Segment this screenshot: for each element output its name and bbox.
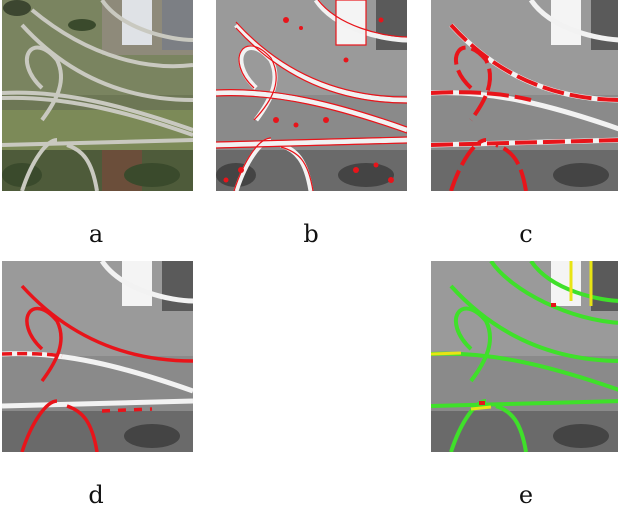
- caption-e: e: [518, 481, 534, 509]
- road-extraction-result-e: [431, 261, 618, 452]
- aerial-photo-color: [2, 0, 193, 191]
- caption-a: a: [88, 220, 104, 248]
- road-extraction-result-c: [431, 0, 618, 191]
- panel-b-image: [216, 0, 407, 191]
- edge-detection-result: [216, 0, 407, 191]
- caption-c: c: [519, 220, 533, 248]
- panel-c-image: [431, 0, 618, 191]
- panel-a-image: [2, 0, 193, 191]
- caption-b: b: [303, 220, 319, 248]
- panel-e-image: [431, 261, 618, 452]
- panel-d-image: [2, 261, 193, 452]
- road-extraction-result-d: [2, 261, 193, 452]
- caption-d: d: [88, 481, 104, 509]
